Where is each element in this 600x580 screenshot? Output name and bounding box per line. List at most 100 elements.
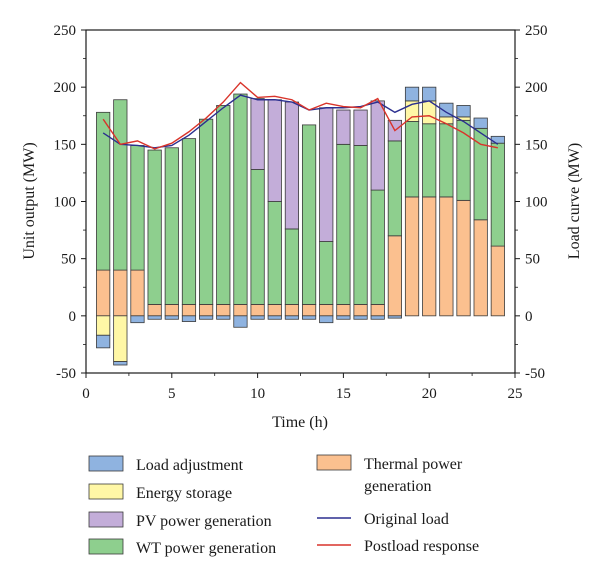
legend-label: Energy storage (136, 485, 232, 502)
bar-pv-10 (250, 98, 265, 170)
bar-thermal-17 (370, 303, 385, 317)
bar-thermal-19 (404, 196, 420, 317)
bar-adjust-7 (199, 315, 214, 320)
bar-adjust-4 (147, 315, 162, 320)
legend-item-right-2: Postload response (317, 538, 479, 555)
bar-wt-6 (181, 138, 197, 305)
bar-adjust-23 (473, 117, 488, 129)
line-original (102, 94, 499, 149)
bar-adjust-2 (113, 361, 128, 366)
bar-storage-1 (96, 315, 111, 336)
bar-thermal-20 (422, 196, 437, 317)
bar-wt-4 (147, 149, 162, 305)
y2-tick-label: 100 (525, 195, 548, 211)
bar-wt-11 (267, 201, 282, 305)
bar-wt-24 (490, 142, 505, 247)
bar-pv-15 (336, 109, 351, 145)
legend-item-left-3: WT power generation (88, 538, 276, 557)
bar-thermal-9 (233, 303, 248, 317)
bar-adjust-16 (353, 315, 368, 320)
y2-tick-label: -50 (525, 366, 545, 382)
bar-pv-11 (267, 99, 282, 202)
bar-pv-14 (319, 107, 334, 242)
bar-thermal-10 (250, 303, 265, 317)
legend-label: Postload response (364, 538, 479, 555)
bar-pv-17 (370, 100, 385, 191)
bar-adjust-19 (404, 86, 420, 102)
bar-wt-12 (284, 228, 300, 305)
y-axis-label: Unit output (MW) (21, 142, 38, 259)
bar-adjust-1 (96, 334, 111, 349)
legend-swatch (88, 538, 124, 555)
bar-thermal-23 (473, 219, 488, 317)
bar-wt-2 (113, 99, 128, 271)
y2-tick-label: 200 (525, 80, 548, 96)
bar-wt-14 (319, 241, 334, 305)
bar-thermal-4 (147, 303, 162, 317)
bar-storage-21 (439, 116, 454, 125)
line-layer (102, 81, 499, 150)
y-tick-label: 250 (54, 23, 77, 39)
y-tick-label: 200 (54, 80, 77, 96)
bar-adjust-13 (301, 315, 317, 320)
bar-wt-10 (250, 169, 265, 305)
bar-wt-9 (233, 93, 248, 305)
bar-adjust-5 (164, 315, 179, 320)
y2-tick-label: 0 (525, 309, 533, 325)
x-tick-label: 0 (82, 386, 90, 402)
bar-thermal-5 (164, 303, 179, 317)
tick-layer: -50 -50 0 0 50 50 100 100 150 150 200 200 250 250 0 5 10… (54, 23, 548, 402)
bar-adjust-22 (456, 105, 471, 118)
bar-adjust-9 (233, 315, 248, 328)
bar-wt-8 (216, 105, 231, 305)
x-tick-label: 25 (508, 386, 523, 402)
bar-adjust-10 (250, 315, 265, 320)
legend-item-left-1: Energy storage (88, 483, 232, 502)
bar-thermal-8 (216, 303, 231, 317)
legend-swatch (316, 454, 352, 471)
bar-wt-7 (199, 118, 214, 305)
bar-pv-12 (284, 101, 300, 230)
legend-swatch (88, 455, 124, 472)
legend-item-left-2: PV power generation (88, 511, 272, 530)
bar-adjust-20 (422, 86, 437, 102)
bar-adjust-15 (336, 315, 351, 320)
bar-adjust-6 (181, 315, 197, 322)
bar-adjust-12 (284, 315, 300, 320)
bar-thermal-13 (301, 303, 317, 317)
y-tick-label: 100 (54, 195, 77, 211)
bar-wt-19 (404, 121, 420, 198)
y2-tick-label: 50 (525, 252, 540, 268)
bar-thermal-24 (490, 245, 505, 317)
legend: Load adjustment Energy storage PV power ge… (88, 454, 479, 557)
x-tick-label: 5 (168, 386, 176, 402)
bar-thermal-3 (130, 269, 145, 317)
legend-label: Load adjustment (136, 457, 244, 474)
legend-label: Original load (364, 511, 449, 528)
x-tick-label: 10 (250, 386, 265, 402)
y-tick-label: 50 (61, 252, 76, 268)
legend-label: WT power generation (136, 540, 276, 557)
bar-thermal-18 (387, 235, 402, 317)
bar-thermal-12 (284, 303, 300, 317)
bar-thermal-14 (319, 303, 334, 317)
y2-tick-label: 250 (525, 23, 548, 39)
bar-thermal-21 (439, 196, 454, 317)
bar-wt-1 (96, 111, 111, 271)
bar-wt-3 (130, 145, 145, 271)
bar-wt-21 (439, 123, 454, 198)
bar-adjust-11 (267, 315, 282, 320)
bar-wt-18 (387, 140, 402, 237)
bar-adjust-8 (216, 315, 231, 320)
bar-adjust-3 (130, 315, 145, 324)
legend-label: Thermal power (364, 456, 463, 473)
x-tick-label: 15 (336, 386, 351, 402)
bar-thermal-7 (199, 303, 214, 317)
legend-label: PV power generation (136, 513, 272, 530)
legend-swatch (88, 511, 124, 528)
bar-wt-17 (370, 189, 385, 305)
y-tick-label: -50 (56, 366, 76, 382)
bar-wt-16 (353, 145, 368, 305)
y2-axis-label: Load curve (MW) (566, 143, 583, 259)
bar-thermal-15 (336, 303, 351, 317)
